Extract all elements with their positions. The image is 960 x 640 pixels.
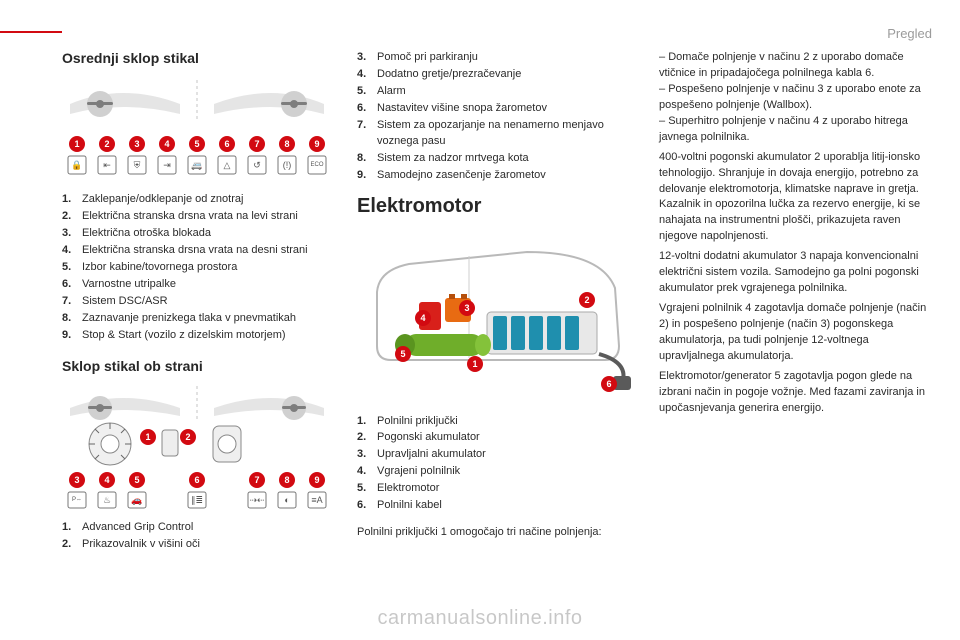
dash-item: Superhitro polnjenje v načinu 4 z uporab…: [659, 114, 932, 146]
svg-text:⇥: ⇥: [163, 160, 171, 170]
svg-text:7: 7: [254, 139, 259, 149]
svg-text:5: 5: [194, 139, 199, 149]
svg-text:2: 2: [185, 432, 190, 442]
svg-text:🔒: 🔒: [71, 160, 82, 170]
list1-item: Električna stranska drsna vrata na levi …: [82, 209, 298, 225]
accent-bar: [0, 31, 62, 33]
svg-text:♨: ♨: [103, 495, 111, 505]
list-ev-components: 1.Polnilni priključki 2.Pogonski akumula…: [357, 414, 637, 516]
svg-text:3: 3: [74, 475, 79, 485]
ev-item: Polnilni priključki: [377, 414, 458, 430]
ev-item: Upravljalni akumulator: [377, 447, 486, 463]
svg-text:⛨: ⛨: [134, 160, 141, 170]
svg-text:4: 4: [104, 475, 109, 485]
svg-text:5: 5: [400, 349, 405, 359]
para: Elektromotor/generator 5 zagotavlja pogo…: [659, 369, 932, 417]
fig1-badges: 1 2 3 4 5 6 7 8 9: [69, 136, 325, 152]
list1-item: Varnostne utripalke: [82, 277, 176, 293]
list-top-item: Pomoč pri parkiranju: [377, 50, 478, 66]
svg-text:8: 8: [284, 475, 289, 485]
svg-text:3: 3: [464, 303, 469, 313]
svg-text:1: 1: [472, 359, 477, 369]
svg-text:6: 6: [194, 475, 199, 485]
ev-item: Polnilni kabel: [377, 498, 442, 514]
list-top-item: Alarm: [377, 84, 406, 100]
column-1: Osrednji sklop stikal 1 2 3 4 5 6 7: [62, 50, 335, 604]
list1-item: Električna otroška blokada: [82, 226, 211, 242]
list2-item: Advanced Grip Control: [82, 520, 193, 536]
svg-text:2: 2: [104, 139, 109, 149]
svg-text:4: 4: [420, 313, 425, 323]
para: 12-voltni dodatni akumulator 3 napaja ko…: [659, 249, 932, 297]
svg-text:4: 4: [164, 139, 169, 149]
svg-text:↺: ↺: [253, 160, 261, 170]
svg-text:🚗: 🚗: [131, 495, 142, 505]
list1-item: Izbor kabine/tovornega prostora: [82, 260, 237, 276]
svg-text:P⇔: P⇔: [72, 497, 82, 503]
svg-text:◐: ◐: [284, 495, 289, 505]
para: 400-voltni pogonski akumulator 2 uporabl…: [659, 150, 932, 246]
svg-text:(!): (!): [283, 160, 292, 170]
svg-text:△: △: [224, 160, 231, 170]
list2-item: Prikazovalnik v višini oči: [82, 537, 200, 553]
svg-text:⇤: ⇤: [103, 160, 111, 170]
list1-item: Zaklepanje/odklepanje od znotraj: [82, 192, 243, 208]
figure-side-switches: 1 2 3 4 5 6 7 8 9 P⇔ ♨ 🚗: [62, 382, 332, 512]
para: Vgrajeni polnilnik 4 zagotavlja domače p…: [659, 301, 932, 365]
svg-text:6: 6: [224, 139, 229, 149]
list-top-item: Samodejno zasenčenje žarometov: [377, 168, 546, 184]
svg-text:≡A: ≡A: [311, 495, 322, 505]
dash-item: Pospešeno polnjenje v načinu 3 z uporabo…: [659, 82, 932, 114]
heading-center-switches: Osrednji sklop stikal: [62, 50, 335, 66]
svg-text:1: 1: [145, 432, 150, 442]
list-top-item: Dodatno gretje/prezračevanje: [377, 67, 521, 83]
watermark: carmanualsonline.info: [0, 607, 960, 630]
svg-text:∥≣: ∥≣: [191, 495, 203, 505]
svg-text:1: 1: [74, 139, 79, 149]
svg-text:9: 9: [314, 139, 319, 149]
list1-item: Sistem DSC/ASR: [82, 294, 168, 310]
heading-elektromotor: Elektromotor: [357, 195, 637, 218]
figure-ev-components: 4 3 2 1 5 6: [357, 226, 637, 406]
svg-text:ECO: ECO: [310, 162, 323, 168]
svg-text:6: 6: [606, 379, 611, 389]
list-top-item: Nastavitev višine snopa žarometov: [377, 101, 547, 117]
heading-side-switches: Sklop stikal ob strani: [62, 358, 335, 374]
list-top-item: Sistem za nadzor mrtvega kota: [377, 151, 529, 167]
list-side-switches-cont: 3.Pomoč pri parkiranju 4.Dodatno gretje/…: [357, 50, 637, 185]
svg-text:3: 3: [134, 139, 139, 149]
ev-item: Pogonski akumulator: [377, 430, 480, 446]
list1-item: Zaznavanje prenizkega tlaka v pnevmatika…: [82, 311, 296, 327]
ev-item: Elektromotor: [377, 481, 439, 497]
svg-text:8: 8: [284, 139, 289, 149]
svg-text:🚐: 🚐: [191, 160, 202, 170]
list-top-item: Sistem za opozarjanje na nenamerno menja…: [377, 118, 637, 150]
page-section-label: Pregled: [887, 26, 932, 41]
ev-item: Vgrajeni polnilnik: [377, 464, 460, 480]
list1-item: Električna stranska drsna vrata na desni…: [82, 243, 308, 259]
charging-modes-list: Domače polnjenje v načinu 2 z uporabo do…: [659, 50, 932, 146]
svg-text:5: 5: [134, 475, 139, 485]
column-3: Domače polnjenje v načinu 2 z uporabo do…: [659, 50, 932, 604]
list-center-switches: 1.Zaklepanje/odklepanje od znotraj 2.Ele…: [62, 192, 335, 344]
svg-text:2: 2: [584, 295, 589, 305]
charging-note: Polnilni priključki 1 omogočajo tri nači…: [357, 525, 637, 541]
svg-text:9: 9: [314, 475, 319, 485]
svg-text:⇢⇠: ⇢⇠: [249, 495, 265, 505]
svg-text:7: 7: [254, 475, 259, 485]
list-side-switches: 1.Advanced Grip Control 2.Prikazovalnik …: [62, 520, 335, 554]
figure-center-switches: 1 2 3 4 5 6 7 8 9 🔒 ⇤ ⛨ ⇥ 🚐 △ ↺ (!) ECO: [62, 74, 332, 184]
page-grid: Osrednji sklop stikal 1 2 3 4 5 6 7: [62, 50, 932, 604]
column-2: 3.Pomoč pri parkiranju 4.Dodatno gretje/…: [357, 50, 637, 604]
dash-item: Domače polnjenje v načinu 2 z uporabo do…: [659, 50, 932, 82]
list1-item: Stop & Start (vozilo z dizelskim motorje…: [82, 328, 286, 344]
